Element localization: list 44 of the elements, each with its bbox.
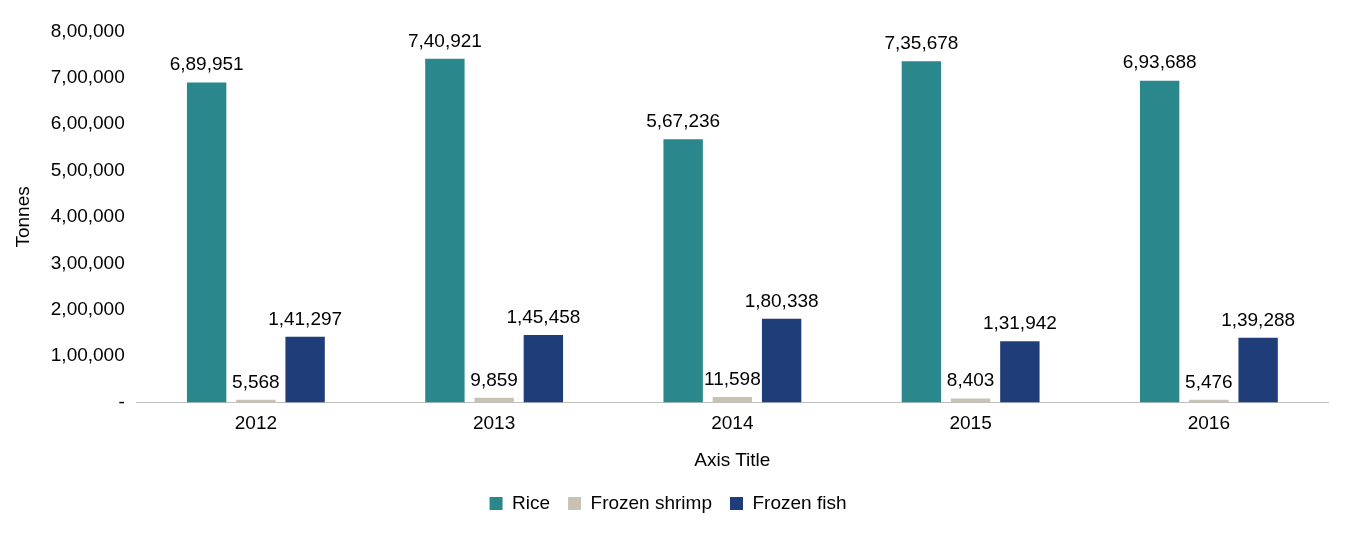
data-label: 5,476 [1185, 370, 1233, 392]
data-label: 7,40,921 [407, 29, 482, 51]
x-axis-title: Axis Title [694, 448, 771, 470]
data-label: 9,859 [470, 368, 518, 390]
x-tick-label: 2013 [472, 412, 516, 434]
data-label: 1,31,942 [982, 311, 1057, 333]
data-label: 8,403 [946, 369, 995, 391]
x-tick-label: 2012 [234, 412, 278, 434]
data-label: 1,41,297 [268, 307, 343, 329]
y-tick-label: 6,00,000 [50, 112, 125, 134]
bar [761, 318, 802, 403]
data-label: 5,568 [232, 370, 280, 392]
y-tick-label: - [118, 390, 125, 412]
data-label: 11,598 [704, 367, 761, 389]
y-tick-label: 7,00,000 [50, 66, 125, 88]
data-label: 1,80,338 [744, 289, 819, 311]
data-label: 7,35,678 [884, 31, 959, 53]
bar [523, 334, 564, 403]
data-label: 1,45,458 [506, 305, 581, 327]
bar [186, 82, 227, 403]
bar [285, 336, 325, 403]
legend-label: Frozen fish [752, 491, 847, 513]
x-tick-label: 2015 [949, 412, 992, 434]
data-label: 1,39,288 [1221, 308, 1296, 330]
data-label: 6,89,951 [169, 53, 244, 75]
data-label: 6,93,688 [1122, 51, 1197, 73]
bar [901, 61, 942, 403]
y-tick-label: 8,00,000 [50, 19, 125, 41]
x-tick-label: 2014 [711, 412, 754, 434]
bar [1000, 341, 1040, 403]
bar [1139, 80, 1180, 403]
y-tick-label: 5,00,000 [50, 158, 125, 180]
data-label: 5,67,236 [646, 110, 721, 132]
bar [425, 58, 465, 403]
y-axis-title: Tonnes [11, 186, 33, 248]
legend-label: Rice [512, 491, 551, 513]
legend-label: Frozen shrimp [590, 491, 712, 513]
bar [663, 139, 703, 403]
bar [1238, 337, 1278, 403]
x-tick-label: 2016 [1187, 412, 1231, 434]
y-tick-label: 2,00,000 [50, 297, 125, 319]
y-tick-label: 3,00,000 [50, 251, 125, 273]
y-tick-label: 4,00,000 [50, 205, 125, 227]
y-tick-label: 1,00,000 [50, 344, 125, 366]
